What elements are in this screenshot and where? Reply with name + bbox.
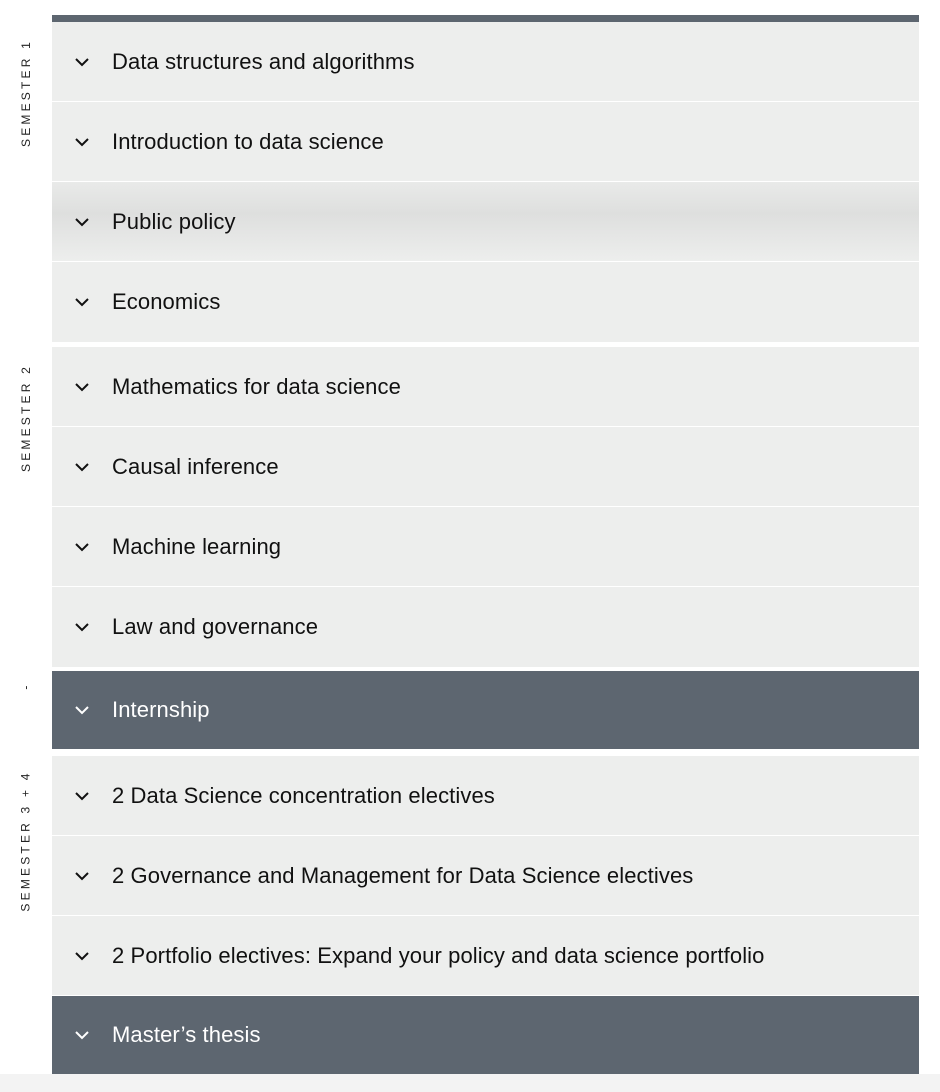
course-title: Machine learning [112,533,282,559]
internship-label-wrap: - [0,671,52,701]
course-row-concentration-electives[interactable]: 2 Data Science concentration electives [52,756,919,836]
course-title: Causal inference [112,453,279,479]
semester-2-group: SEMESTER 2 Mathematics for data science … [0,347,940,667]
course-title: Public policy [112,208,236,234]
course-title: Introduction to data science [112,128,384,154]
semester-label: SEMESTER 1 [19,38,33,148]
course-row-masters-thesis[interactable]: Master’s thesis [52,996,919,1074]
course-row-portfolio-electives[interactable]: 2 Portfolio electives: Expand your polic… [52,916,919,996]
semester-3-4-group: SEMESTER 3 + 4 2 Data Science concentrat… [0,756,940,1074]
course-row-internship[interactable]: Internship [52,671,919,749]
semester-3-4-course-list: 2 Data Science concentration electives 2… [52,756,919,1074]
chevron-down-icon [52,57,112,67]
semester-label: - [18,682,33,690]
semester-1-course-list: Data structures and algorithms Introduct… [52,22,919,342]
course-title: 2 Portfolio electives: Expand your polic… [112,942,765,968]
course-title: Data structures and algorithms [112,48,415,74]
top-accent-bar [52,15,919,22]
chevron-down-icon [52,462,112,472]
chevron-down-icon [52,382,112,392]
internship-course-list: Internship [52,671,919,749]
chevron-down-icon [52,622,112,632]
chevron-down-icon [52,217,112,227]
course-row-governance-electives[interactable]: 2 Governance and Management for Data Sci… [52,836,919,916]
course-title: Law and governance [112,614,319,639]
chevron-down-icon [52,1030,112,1040]
semester-label: SEMESTER 2 [19,363,33,472]
chevron-down-icon [52,705,112,715]
course-title: Internship [112,697,210,722]
course-row-machine-learning[interactable]: Machine learning [52,507,919,587]
course-title: Master’s thesis [112,1022,261,1047]
semester-1-group: SEMESTER 1 Data structures and algorithm… [0,22,940,342]
chevron-down-icon [52,951,112,961]
chevron-down-icon [52,542,112,552]
course-row-mathematics[interactable]: Mathematics for data science [52,347,919,427]
semester-2-course-list: Mathematics for data science Causal infe… [52,347,919,667]
course-title: Economics [112,289,221,314]
course-title: Mathematics for data science [112,373,401,399]
chevron-down-icon [52,297,112,307]
semester-2-label-wrap: SEMESTER 2 [0,347,52,664]
course-row-causal-inference[interactable]: Causal inference [52,427,919,507]
course-row-intro-data-science[interactable]: Introduction to data science [52,102,919,182]
course-title: 2 Governance and Management for Data Sci… [112,862,694,888]
semester-1-label-wrap: SEMESTER 1 [0,22,52,340]
semester-label: SEMESTER 3 + 4 [19,770,34,912]
chevron-down-icon [52,871,112,881]
course-row-economics[interactable]: Economics [52,262,919,342]
chevron-down-icon [52,137,112,147]
course-title: 2 Data Science concentration electives [112,782,495,808]
semester-3-4-label-wrap: SEMESTER 3 + 4 [0,756,52,1074]
course-row-data-structures[interactable]: Data structures and algorithms [52,22,919,102]
course-row-law-governance[interactable]: Law and governance [52,587,919,667]
page-bottom-strip [0,1074,940,1092]
internship-group: - Internship [0,671,940,749]
course-row-public-policy[interactable]: Public policy [52,182,919,262]
chevron-down-icon [52,791,112,801]
